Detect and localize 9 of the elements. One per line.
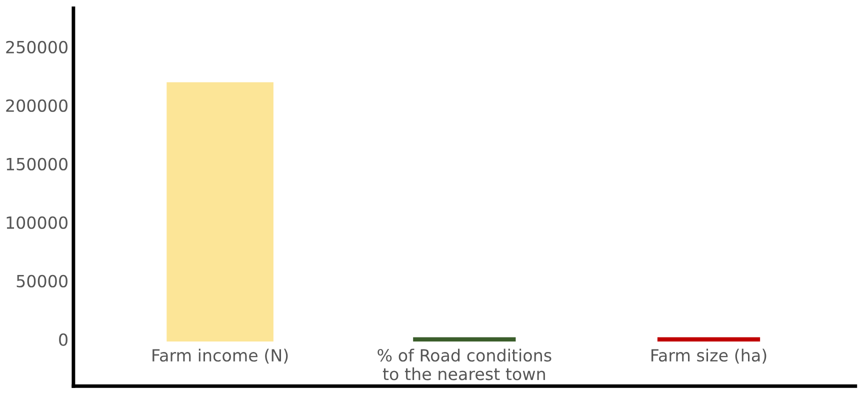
y-tick-label: 0 bbox=[59, 333, 68, 346]
y-tick-label: 250000 bbox=[6, 40, 68, 54]
x-tick-label: Farm income (N) bbox=[152, 348, 288, 364]
x-tick-label: Farm size (ha) bbox=[652, 348, 766, 364]
y-tick-label: 100000 bbox=[6, 216, 68, 229]
y-tick-label: 150000 bbox=[6, 158, 68, 170]
y-tick-label: 200000 bbox=[6, 99, 68, 112]
y-tick-label: 50000 bbox=[16, 274, 68, 288]
x-tick-label: % of Road conditions to the nearest town bbox=[378, 348, 552, 380]
